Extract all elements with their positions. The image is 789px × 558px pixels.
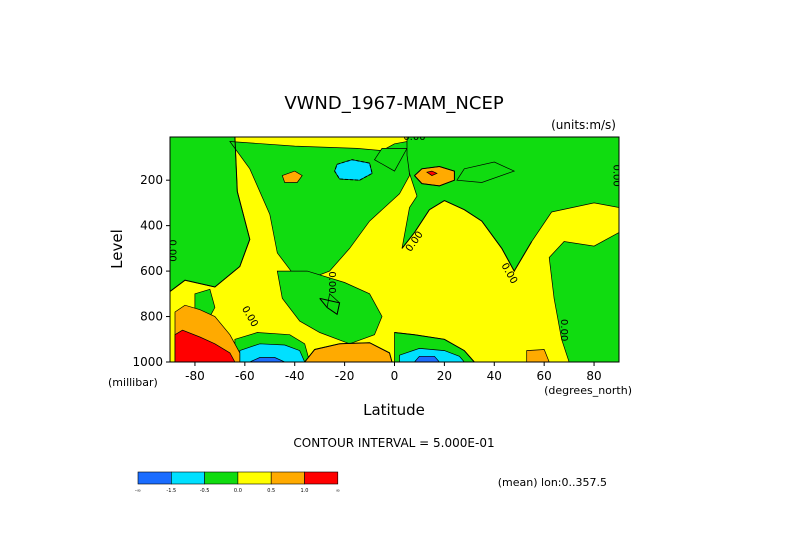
- colorbar-label-2: -0.5: [200, 488, 210, 494]
- contour-line-1: [319, 297, 341, 316]
- x-tick-label-8: 80: [586, 369, 601, 383]
- footer-text: (mean) lon:0..357.5: [498, 476, 607, 489]
- x-axis: -80 -60 -40 -20 0 20 40 60 80: [185, 362, 602, 383]
- y-axis-unit: (millibar): [108, 376, 158, 389]
- contour-region-20: [526, 349, 550, 362]
- y-axis: 200 400 600 800 1000: [132, 173, 170, 369]
- y-tick-label-2: 600: [140, 264, 163, 278]
- contour-region-22: [174, 329, 236, 362]
- contour-label-4: 0.00: [326, 271, 337, 293]
- colorbar-label-5: 1.0: [301, 488, 309, 494]
- x-tick-label-3: -20: [335, 369, 355, 383]
- x-tick-label-5: 20: [437, 369, 452, 383]
- contour-label-1: 0.00: [611, 165, 622, 187]
- contour-line-4: [334, 159, 373, 181]
- colorbar-swatch-2: [204, 471, 239, 485]
- units-label: (units:m/s): [551, 118, 616, 132]
- y-tick-label-0: 200: [140, 173, 163, 187]
- contour-region-17: [281, 170, 303, 183]
- contour-region-6: [548, 232, 619, 362]
- colorbar-label-3: 0.0: [234, 488, 242, 494]
- contour-region-14: [399, 348, 465, 362]
- colorbar-label-4: 0.5: [267, 488, 275, 494]
- contour-interval-text: CONTOUR INTERVAL = 5.000E-01: [293, 436, 494, 450]
- colorbar-swatch-4: [270, 471, 305, 485]
- contour-label-0: 0.00: [403, 132, 425, 143]
- colorbar-swatch-5: [304, 471, 339, 485]
- x-tick-label-1: -60: [235, 369, 255, 383]
- chart-title: VWND_1967-MAM_NCEP: [284, 93, 504, 114]
- y-tick-label-4: 1000: [132, 355, 163, 369]
- contour-label-2: 0.00: [166, 240, 177, 262]
- contour-line-3: [401, 200, 533, 273]
- x-tick-label-0: -80: [185, 369, 205, 383]
- x-tick-label-4: 0: [391, 369, 399, 383]
- colorbar-label-1: -1.5: [166, 488, 176, 494]
- contour-line-5: [414, 165, 455, 187]
- contour-line-2: [394, 332, 475, 362]
- contour-region-3: [374, 148, 408, 172]
- contour-region-5: [456, 161, 516, 183]
- x-axis-unit: (degrees_north): [544, 384, 632, 397]
- colorbar-label-0: -∞: [135, 488, 141, 494]
- colorbar-swatch-1: [171, 471, 205, 485]
- y-tick-label-1: 400: [140, 219, 163, 233]
- y-axis-label: Level: [108, 229, 126, 269]
- contour-region-13: [239, 343, 306, 362]
- x-axis-label: Latitude: [363, 401, 425, 419]
- colorbar-swatch-0: [137, 471, 172, 485]
- x-tick-label-6: 40: [487, 369, 502, 383]
- x-tick-label-7: 60: [537, 369, 552, 383]
- y-tick-label-3: 800: [140, 310, 163, 324]
- contour-label-7: 0.00: [558, 319, 569, 341]
- contour-region-23: [426, 170, 438, 176]
- contour-region-15: [249, 357, 285, 362]
- colorbar: -∞ -1.5 -0.5 0.0 0.5 1.0 ∞: [135, 471, 340, 494]
- colorbar-swatch-3: [237, 471, 272, 485]
- colorbar-label-6: ∞: [336, 488, 340, 494]
- contour-region-16: [414, 355, 440, 362]
- contour-line-0: [170, 137, 251, 292]
- contour-line-6: [304, 342, 393, 362]
- plot-area: 0.000.000.00 0.000.000.000.000.00: [166, 132, 622, 362]
- x-tick-label-2: -40: [285, 369, 305, 383]
